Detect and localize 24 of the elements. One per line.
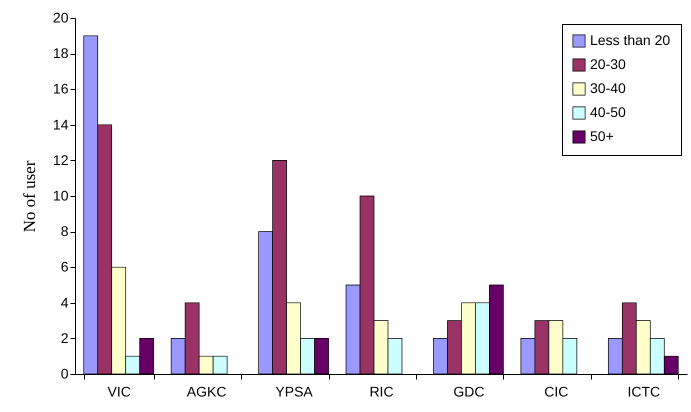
y-tick-label: 16 [52,80,69,97]
x-tick-label: AGKC [186,384,226,400]
x-tick-label: ICTC [627,384,660,400]
y-tick-label: 0 [60,366,69,382]
y-tick-label: 8 [60,223,69,240]
x-tick-label: GDC [453,384,484,400]
x-tick-label: RIC [369,384,394,400]
y-tick-label: 20 [52,10,69,26]
x-tick-label: VIC [108,384,131,400]
x-tick-label: YPSA [275,384,314,400]
legend-label: 30-40 [590,80,626,96]
y-tick-label: 2 [60,330,69,346]
y-tick-label: 12 [52,152,69,168]
legend-label: 40-50 [590,104,626,120]
x-tick-label: CIC [544,384,568,400]
y-tick-label: 4 [60,294,69,310]
y-tick-label: 6 [60,258,69,275]
y-tick-label: 14 [52,116,69,132]
legend-label: 50+ [590,128,614,144]
y-tick-label: 10 [52,188,69,204]
y-tick-label: 18 [52,45,69,62]
legend-label: 20-30 [590,56,626,72]
legend-label: Less than 20 [590,32,670,48]
y-axis-title: No of user [20,160,39,232]
